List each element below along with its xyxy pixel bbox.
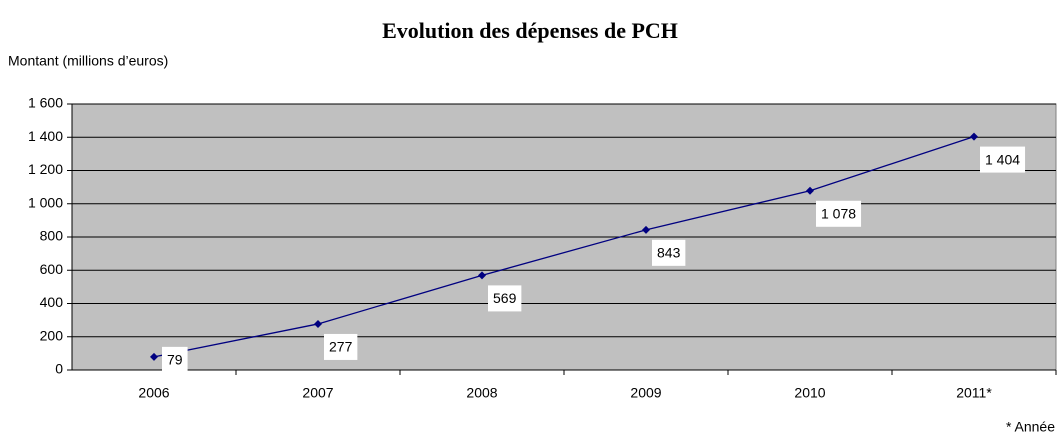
data-label: 569 xyxy=(493,290,517,306)
line xyxy=(153,135,975,358)
y-tick-label: 1 000 xyxy=(28,194,63,210)
y-tick-label: 400 xyxy=(40,294,64,310)
y-tick-label: 1 600 xyxy=(28,95,63,111)
marker xyxy=(970,132,978,141)
marker xyxy=(478,271,486,280)
y-tick-label: 1 200 xyxy=(28,161,63,177)
footnote: * Année xyxy=(1006,419,1055,435)
marker xyxy=(314,319,322,328)
y-tick-label: 0 xyxy=(55,361,63,377)
x-tick-label: 2008 xyxy=(466,385,497,401)
y-axis-label: Montant (millions d’euros) xyxy=(8,53,168,69)
y-tick-label: 800 xyxy=(40,228,64,244)
data-label: 79 xyxy=(167,352,183,368)
data-label: 277 xyxy=(329,339,353,355)
x-tick-label: 2009 xyxy=(630,385,661,401)
y-tick-label: 1 400 xyxy=(28,128,63,144)
data-label-box xyxy=(162,346,188,373)
y-tick-label: 600 xyxy=(40,261,64,277)
data-label: 843 xyxy=(657,245,681,261)
chart-title: Evolution des dépenses de PCH xyxy=(382,18,678,43)
data-label-box xyxy=(652,239,686,266)
marker xyxy=(642,225,650,234)
marker xyxy=(150,352,158,361)
x-tick-label: 2011* xyxy=(956,385,992,401)
data-label: 1 078 xyxy=(821,205,856,221)
x-tick-label: 2010 xyxy=(794,385,825,401)
x-tick-label: 2007 xyxy=(302,385,333,401)
y-tick-label: 200 xyxy=(40,327,64,343)
data-label-box xyxy=(816,200,862,227)
data-label: 1 404 xyxy=(985,151,1020,167)
data-label-box xyxy=(980,146,1026,173)
data-label-box xyxy=(488,285,522,312)
x-tick-label: 2006 xyxy=(138,385,169,401)
marker xyxy=(806,186,814,195)
data-label-box xyxy=(324,333,358,360)
